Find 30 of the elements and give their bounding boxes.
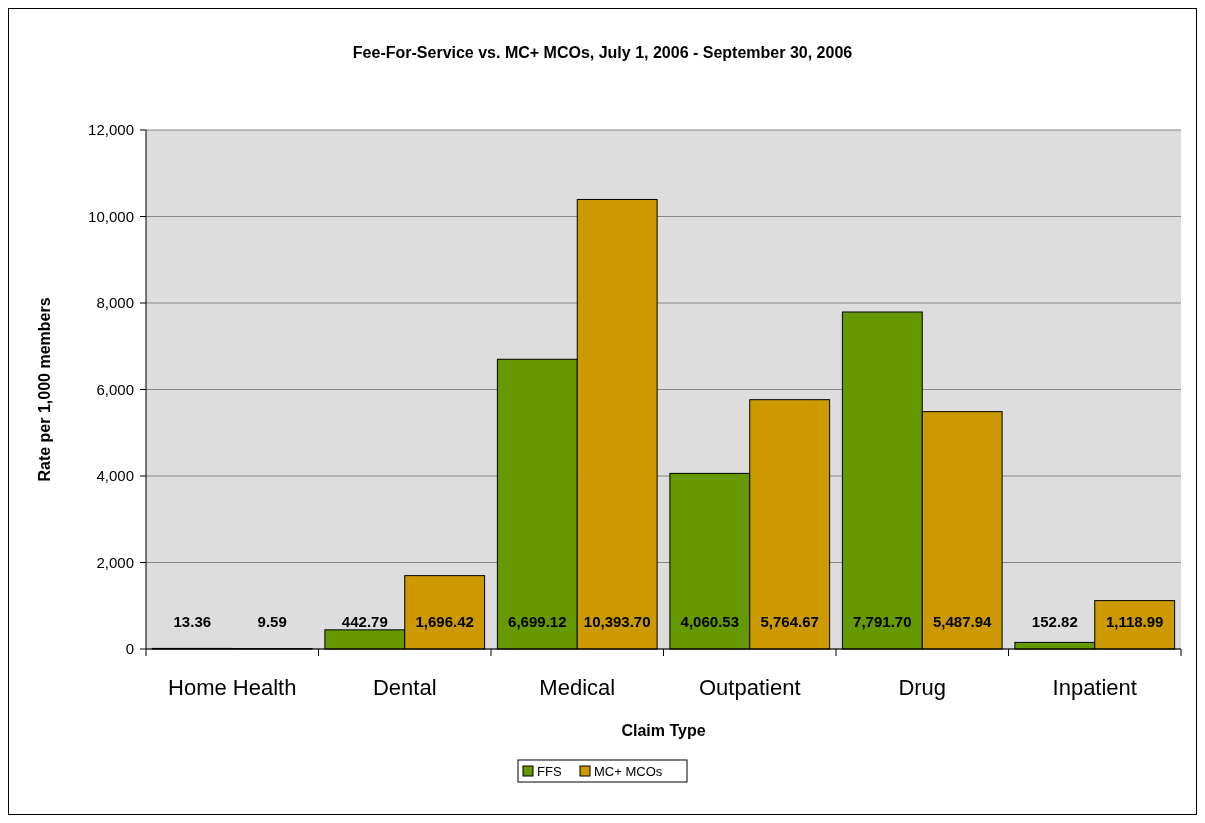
data-label: 442.79 xyxy=(341,613,388,630)
y-tick-label: 0 xyxy=(125,640,134,658)
data-label: 1,696.42 xyxy=(415,613,474,630)
data-label: 7,791.70 xyxy=(853,613,912,630)
y-tick-label: 12,000 xyxy=(88,121,134,139)
x-axis-title: Claim Type xyxy=(621,722,706,739)
data-label: 10,393.70 xyxy=(583,613,651,630)
data-label: 6,699.12 xyxy=(508,613,567,630)
y-tick-label: 2,000 xyxy=(96,553,134,571)
data-label: 152.82 xyxy=(1031,613,1078,630)
y-tick-label: 6,000 xyxy=(96,380,134,398)
y-axis-title: Rate per 1,000 members xyxy=(36,297,53,482)
x-tick-label: Medical xyxy=(539,675,616,700)
y-tick-label: 8,000 xyxy=(96,294,134,312)
data-label: 9.59 xyxy=(257,613,287,630)
y-tick-label: 10,000 xyxy=(88,207,134,225)
data-label: 5,764.67 xyxy=(760,613,819,630)
x-tick-label: Dental xyxy=(372,675,437,700)
x-tick-label: Outpatient xyxy=(698,675,801,700)
x-tick-label: Home Health xyxy=(168,675,297,700)
x-tick-label: Inpatient xyxy=(1052,675,1137,700)
y-tick-label: 4,000 xyxy=(96,467,134,485)
chart-title: Fee-For-Service vs. MC+ MCOs, July 1, 2006 - September 30, 2006 xyxy=(352,44,853,61)
data-label: 4,060.53 xyxy=(680,613,740,630)
data-label: 1,118.99 xyxy=(1105,613,1164,630)
data-label: 13.36 xyxy=(173,613,212,630)
x-tick-label: Drug xyxy=(898,675,947,700)
legend-label: MC+ MCOs xyxy=(594,764,663,779)
data-label: 5,487.94 xyxy=(932,613,993,630)
legend-label: FFS xyxy=(537,764,562,779)
